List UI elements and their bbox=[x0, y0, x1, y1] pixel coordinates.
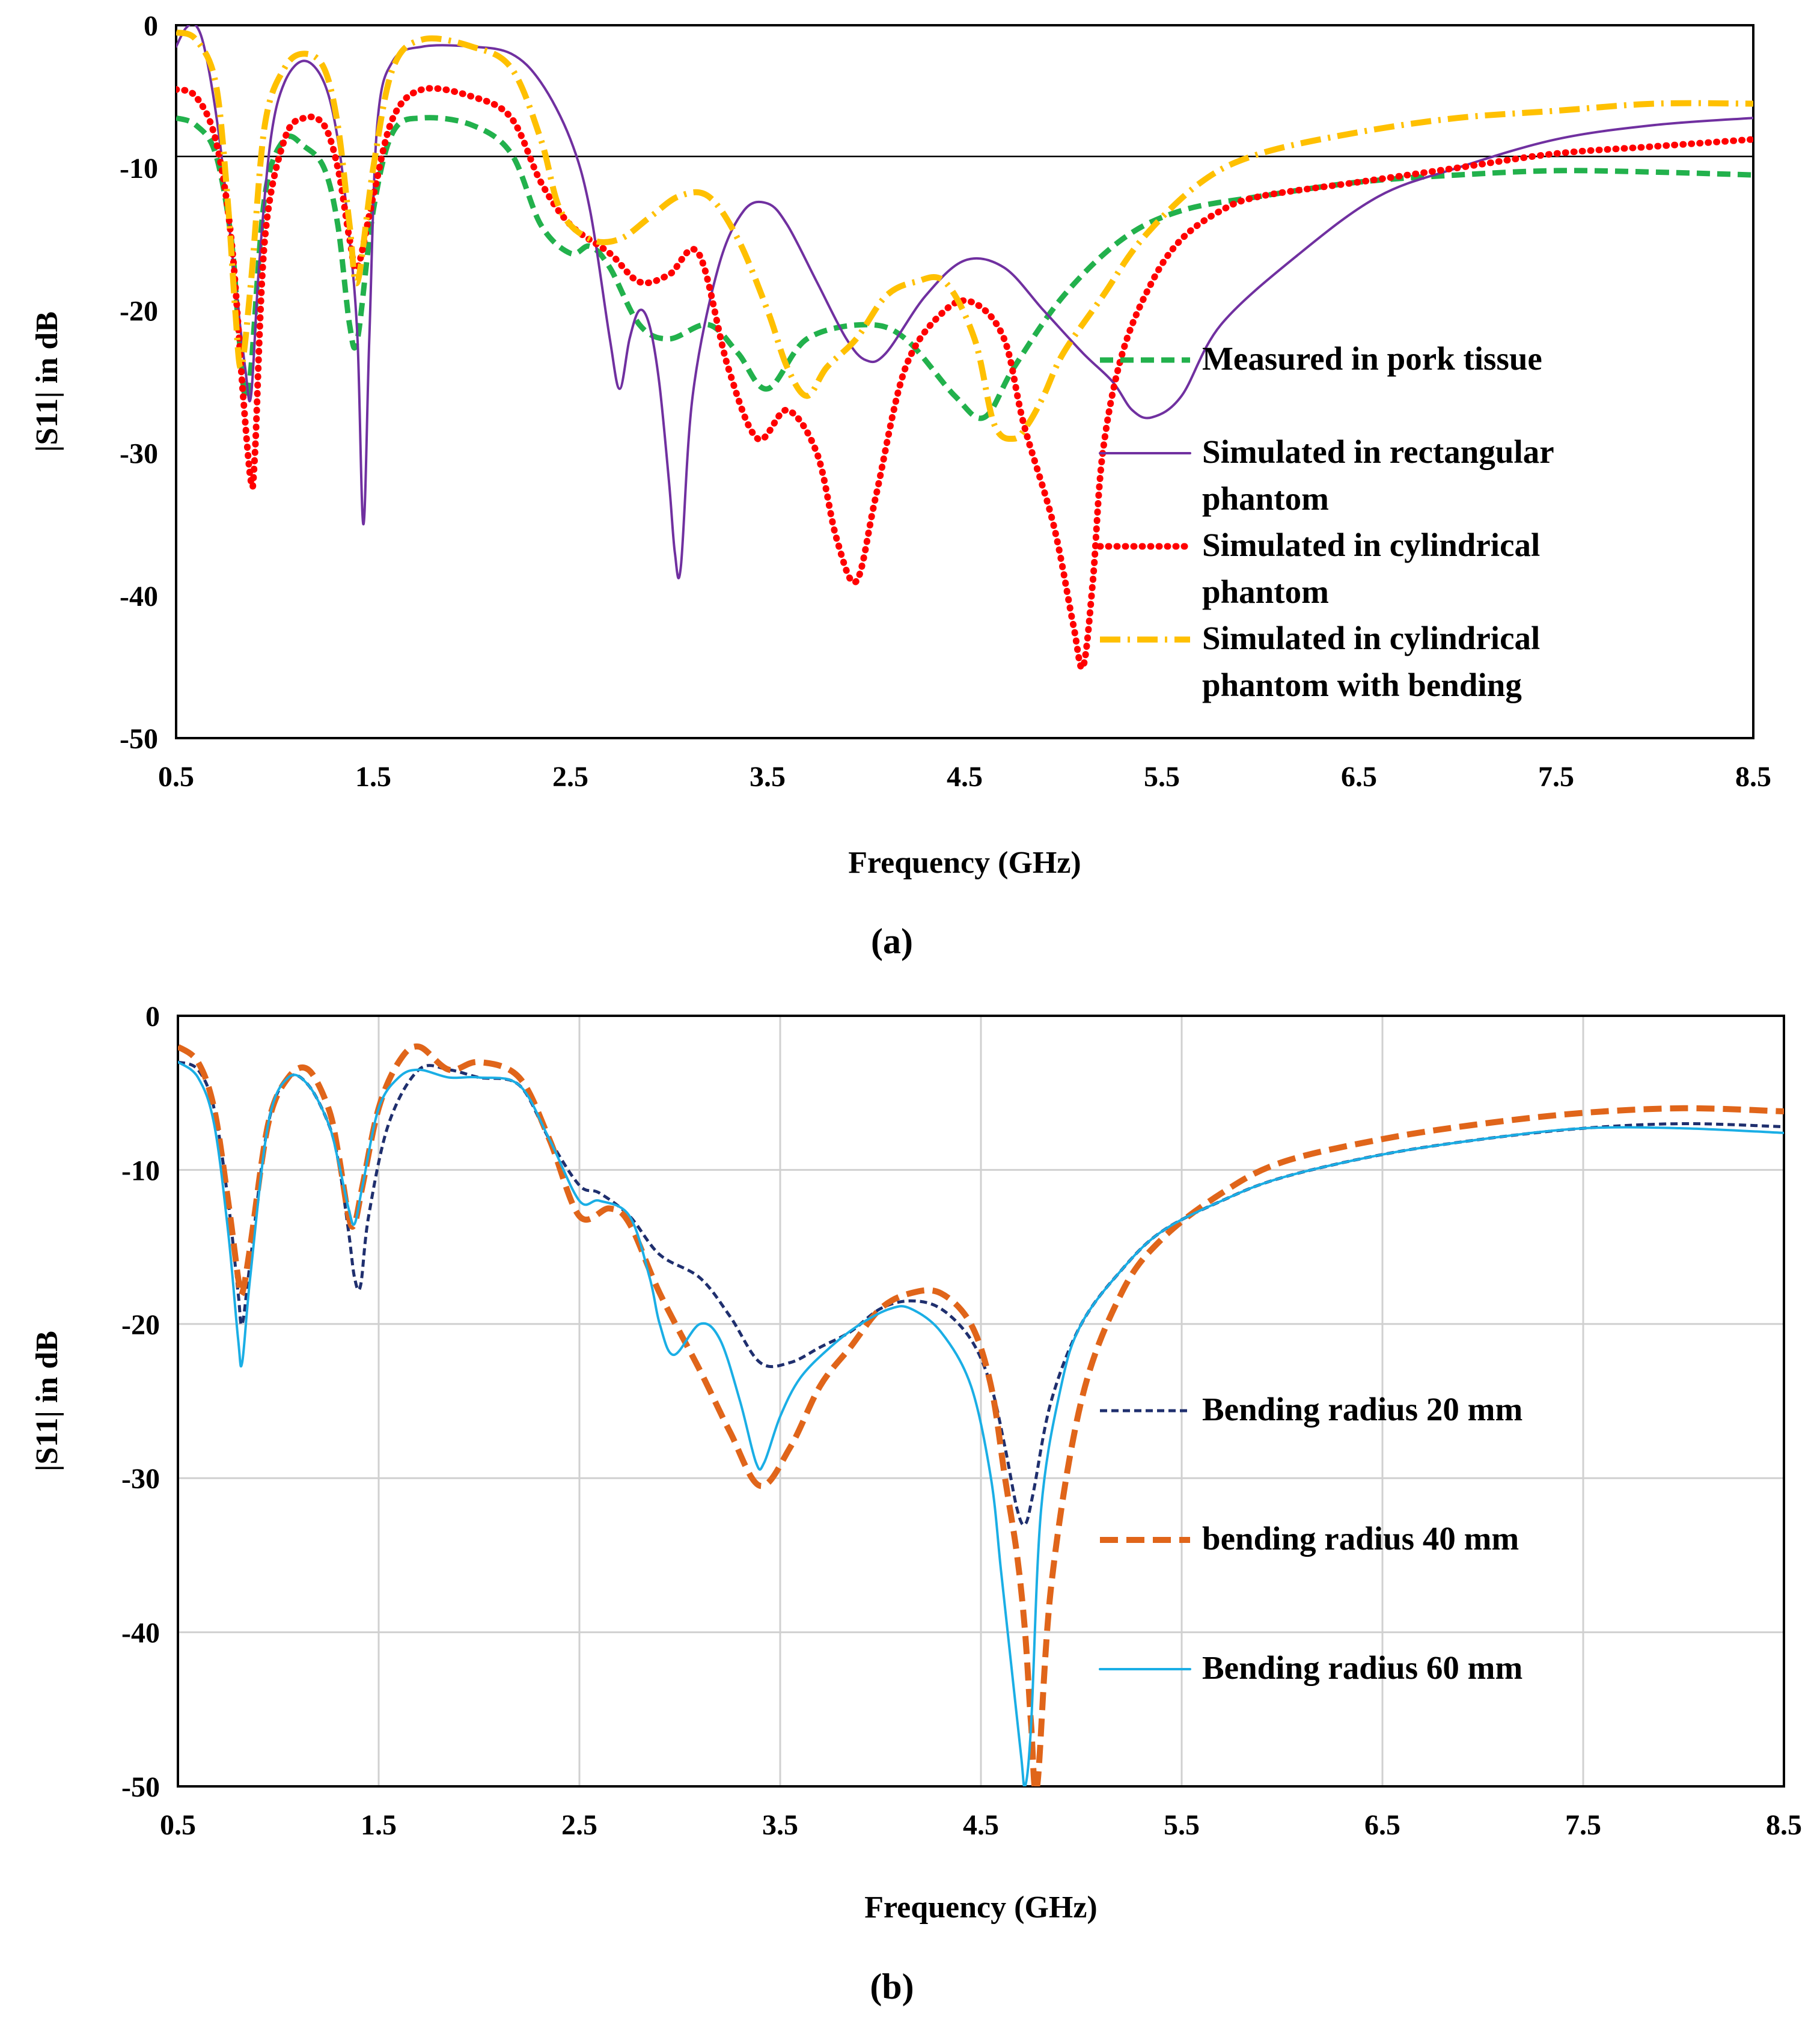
y-tick-label: -40 bbox=[121, 1617, 160, 1649]
y-tick-label: 0 bbox=[144, 10, 158, 42]
plot-area-border bbox=[175, 24, 1754, 739]
y-tick-label: -20 bbox=[121, 1309, 160, 1341]
x-axis-label: Frequency (GHz) bbox=[848, 846, 1081, 880]
plot-area-border bbox=[177, 1015, 1785, 1788]
x-tick-label: 8.5 bbox=[1766, 1809, 1802, 1841]
legend: Measured in pork tissue Simulated in rect… bbox=[1096, 340, 1554, 703]
x-tick-label: 3.5 bbox=[762, 1809, 798, 1841]
legend-label: bending radius 40 mm bbox=[1202, 1520, 1519, 1557]
series-group bbox=[176, 25, 1753, 671]
x-tick-label: 0.5 bbox=[160, 1809, 196, 1841]
x-tick-label: 6.5 bbox=[1364, 1809, 1400, 1841]
x-tick-label: 3.5 bbox=[750, 761, 786, 793]
x-tick-label: 6.5 bbox=[1341, 761, 1377, 793]
legend: Bending radius 20 mm bending radius 40 mm… bbox=[1099, 1391, 1522, 1686]
series-line-2 bbox=[176, 25, 1753, 579]
y-tick-label: 0 bbox=[145, 1001, 160, 1033]
legend-label: Bending radius 20 mm bbox=[1202, 1391, 1522, 1428]
x-tick-label: 4.5 bbox=[947, 761, 983, 793]
x-tick-label: 1.5 bbox=[355, 761, 391, 793]
chart-panel-a: 0.5 1.5 2.5 3.5 4.5 5.5 6.5 7.5 8.5 0 -10 -20 -30 -40… bbox=[30, 10, 1771, 961]
y-tick-label: -20 bbox=[120, 295, 158, 327]
y-tick-label: -10 bbox=[120, 153, 158, 185]
figure-caption: (a) bbox=[871, 921, 913, 961]
chart-panel-b: 0.5 1.5 2.5 3.5 4.5 5.5 6.5 7.5 8.5 0 -10 -20 -30 -40… bbox=[30, 1001, 1802, 2006]
legend-label: Simulated in cylindrical bbox=[1202, 620, 1540, 656]
legend-label: phantom bbox=[1202, 480, 1329, 517]
y-tick-label: -40 bbox=[120, 581, 158, 612]
legend-label: Simulated in rectangular bbox=[1202, 433, 1554, 470]
legend-label: phantom with bending bbox=[1202, 667, 1522, 703]
legend-label: Simulated in cylindrical bbox=[1202, 527, 1540, 563]
legend-label: phantom bbox=[1202, 573, 1329, 610]
x-tick-label: 0.5 bbox=[158, 761, 194, 793]
legend-label: Bending radius 60 mm bbox=[1202, 1649, 1522, 1686]
series-group bbox=[178, 1043, 1784, 1786]
y-tick-label: -10 bbox=[121, 1155, 160, 1186]
series-line-2 bbox=[178, 1043, 1784, 1786]
figure-caption: (b) bbox=[870, 1967, 914, 2006]
y-axis-label: |S11| in dB bbox=[30, 1331, 64, 1471]
x-tick-label: 1.5 bbox=[361, 1809, 397, 1841]
x-axis-label: Frequency (GHz) bbox=[864, 1890, 1098, 1925]
y-tick-label: -30 bbox=[120, 438, 158, 470]
x-tick-label: 4.5 bbox=[963, 1809, 999, 1841]
y-tick-label: -50 bbox=[120, 723, 158, 755]
legend-label: Measured in pork tissue bbox=[1202, 340, 1542, 377]
series-line-3 bbox=[176, 85, 1753, 671]
series-line-3 bbox=[178, 1060, 1784, 1786]
x-tick-label: 5.5 bbox=[1144, 761, 1180, 793]
x-tick-label: 8.5 bbox=[1735, 761, 1771, 793]
y-axis-label: |S11| in dB bbox=[30, 311, 64, 452]
x-tick-label: 5.5 bbox=[1164, 1809, 1200, 1841]
x-tick-label: 7.5 bbox=[1538, 761, 1574, 793]
y-tick-label: -50 bbox=[121, 1771, 160, 1803]
x-tick-label: 2.5 bbox=[552, 761, 588, 793]
series-line-1 bbox=[178, 1060, 1784, 1527]
x-tick-label: 2.5 bbox=[561, 1809, 597, 1841]
x-tick-label: 7.5 bbox=[1565, 1809, 1601, 1841]
y-tick-label: -30 bbox=[121, 1463, 160, 1495]
